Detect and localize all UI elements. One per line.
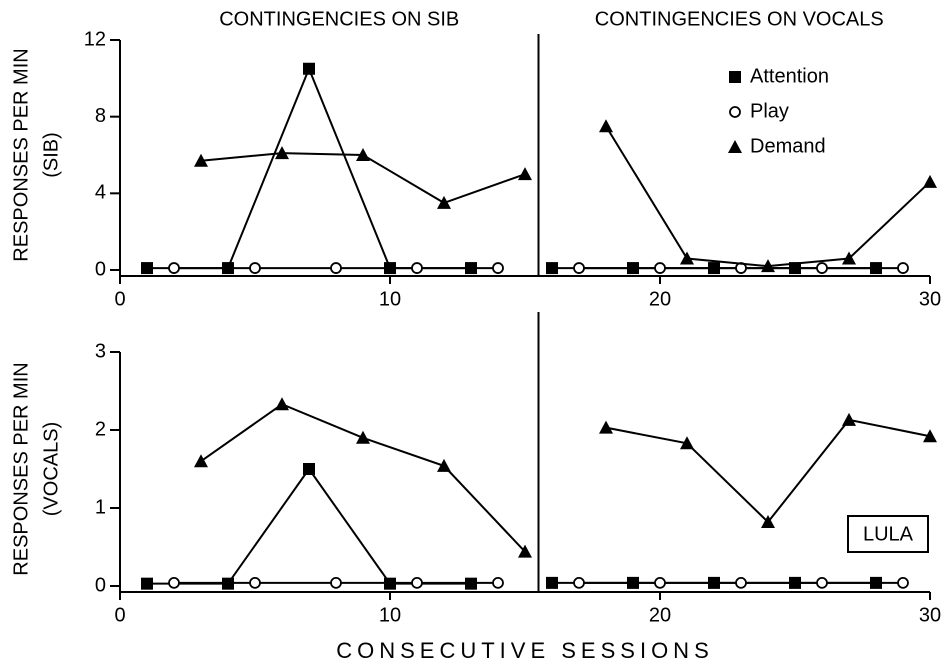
y-tick-label: 0 [95,574,106,596]
x-tick-label: 0 [114,604,125,626]
legend-marker [729,71,741,83]
data-point [816,576,828,589]
phase-label: CONTINGENCIES ON VOCALS [595,8,884,30]
data-point [492,262,504,274]
annotation-box [847,515,929,553]
data-point [275,397,289,411]
x-tick-label: 0 [114,288,125,310]
data-point [275,146,289,160]
data-point [654,262,666,274]
data-point [573,262,585,274]
data-point [303,62,315,75]
y-tick-label: 3 [95,340,106,362]
data-point [141,577,153,590]
x-tick-label: 20 [649,288,671,310]
y-tick-label: 4 [95,182,106,204]
data-point [761,515,775,529]
data-point [141,262,153,275]
series-line [147,467,471,585]
y-tick-label: 0 [95,258,106,280]
data-point [356,430,370,444]
y-tick-label: 2 [95,418,106,440]
data-point [194,153,208,167]
x-axis-label: CONSECUTIVE SESSIONS [336,638,714,663]
phase-label: CONTINGENCIES ON SIB [219,8,459,30]
x-tick-label: 10 [379,604,401,626]
y-axis-label: RESPONSES PER MIN [10,48,32,261]
data-point [897,576,909,589]
y-tick-label: 8 [95,105,106,127]
data-point [680,251,694,265]
x-tick-label: 20 [649,604,671,626]
data-point [599,119,613,133]
data-point [816,262,828,274]
data-point [194,454,208,468]
data-point [735,576,747,589]
y-axis-label: (VOCALS) [40,422,62,516]
data-point [168,576,180,589]
data-point [923,174,937,188]
data-point [573,576,585,589]
data-point [546,262,558,275]
data-point [546,576,558,589]
data-point [249,576,261,589]
series-line [605,418,931,524]
data-point [599,420,613,434]
data-point [249,262,261,274]
data-point [654,576,666,589]
data-point [411,576,423,589]
legend-label: Demand [750,135,826,157]
data-point [761,259,775,273]
data-point [897,262,909,274]
data-point [492,576,504,589]
data-point [842,412,856,426]
data-point [518,544,532,558]
y-axis-label: (SIB) [40,132,62,178]
data-point [356,148,370,161]
annotation: LULA [863,523,914,545]
data-point [168,262,180,274]
data-point [330,576,342,589]
legend-label: Play [750,100,789,122]
data-point [303,463,315,475]
data-point [923,429,937,443]
data-point [680,436,694,450]
legend-label: Attention [750,65,829,87]
data-point [518,167,532,181]
series-line [147,66,471,270]
data-point [411,262,423,274]
data-point [437,195,451,209]
y-tick-label: 1 [95,496,106,518]
y-tick-label: 12 [84,28,106,50]
series-line [200,403,526,553]
data-point [330,262,342,274]
y-axis-label: RESPONSES PER MIN [10,362,32,575]
legend-marker [729,106,741,118]
data-point [437,458,451,472]
x-tick-label: 30 [919,604,941,626]
x-tick-label: 30 [919,288,941,310]
x-tick-label: 10 [379,288,401,310]
legend-marker [728,140,742,153]
data-point [842,251,856,265]
